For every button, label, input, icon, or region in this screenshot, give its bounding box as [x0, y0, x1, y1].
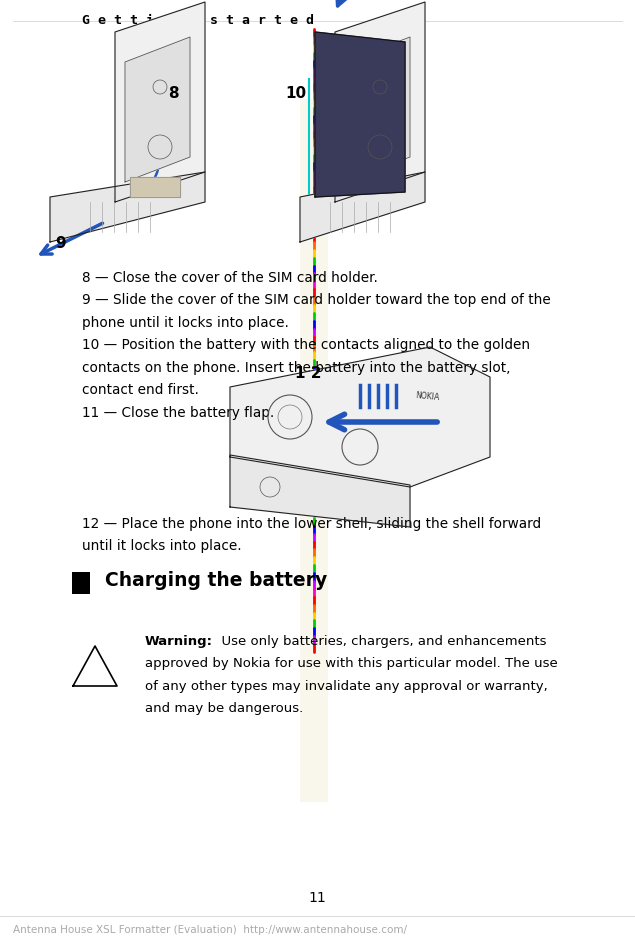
Text: approved by Nokia for use with this particular model. The use: approved by Nokia for use with this part…: [145, 657, 558, 670]
FancyBboxPatch shape: [300, 100, 328, 803]
Text: 8: 8: [168, 86, 178, 101]
Text: until it locks into place.: until it locks into place.: [82, 539, 242, 553]
Polygon shape: [115, 3, 205, 203]
Text: 1 2: 1 2: [295, 366, 321, 381]
Text: 11: 11: [309, 890, 326, 904]
Text: contact end first.: contact end first.: [82, 383, 199, 397]
Polygon shape: [335, 3, 425, 203]
Text: of any other types may invalidate any approval or warranty,: of any other types may invalidate any ap…: [145, 680, 548, 692]
Text: phone until it locks into place.: phone until it locks into place.: [82, 316, 289, 329]
Text: Use only batteries, chargers, and enhancements: Use only batteries, chargers, and enhanc…: [213, 634, 547, 647]
Text: 10 — Position the battery with the contacts aligned to the golden: 10 — Position the battery with the conta…: [82, 338, 530, 352]
Polygon shape: [73, 646, 117, 686]
Text: and may be dangerous.: and may be dangerous.: [145, 702, 304, 715]
Text: 10: 10: [285, 86, 306, 101]
Text: 8 — Close the cover of the SIM card holder.: 8 — Close the cover of the SIM card hold…: [82, 270, 378, 285]
Text: 9: 9: [55, 236, 65, 250]
Polygon shape: [300, 173, 425, 243]
Text: 9 — Slide the cover of the SIM card holder toward the top end of the: 9 — Slide the cover of the SIM card hold…: [82, 293, 551, 307]
Polygon shape: [345, 38, 410, 183]
Text: contacts on the phone. Insert the battery into the battery slot,: contacts on the phone. Insert the batter…: [82, 361, 511, 374]
Polygon shape: [130, 178, 180, 198]
Polygon shape: [230, 347, 490, 487]
Text: 11 — Close the battery flap.: 11 — Close the battery flap.: [82, 406, 274, 420]
Bar: [72, 572, 90, 594]
Text: Charging the battery: Charging the battery: [105, 570, 327, 589]
Text: Antenna House XSL Formatter (Evaluation)  http://www.antennahouse.com/: Antenna House XSL Formatter (Evaluation)…: [13, 924, 407, 934]
Text: G e t t i n g   s t a r t e d: G e t t i n g s t a r t e d: [82, 14, 314, 27]
Polygon shape: [315, 33, 405, 198]
Text: Warning:: Warning:: [145, 634, 213, 647]
Polygon shape: [230, 455, 410, 527]
Polygon shape: [50, 173, 205, 243]
Text: NOKIA: NOKIA: [415, 391, 440, 402]
Polygon shape: [125, 38, 190, 183]
Text: 12 — Place the phone into the lower shell, sliding the shell forward: 12 — Place the phone into the lower shel…: [82, 516, 541, 530]
